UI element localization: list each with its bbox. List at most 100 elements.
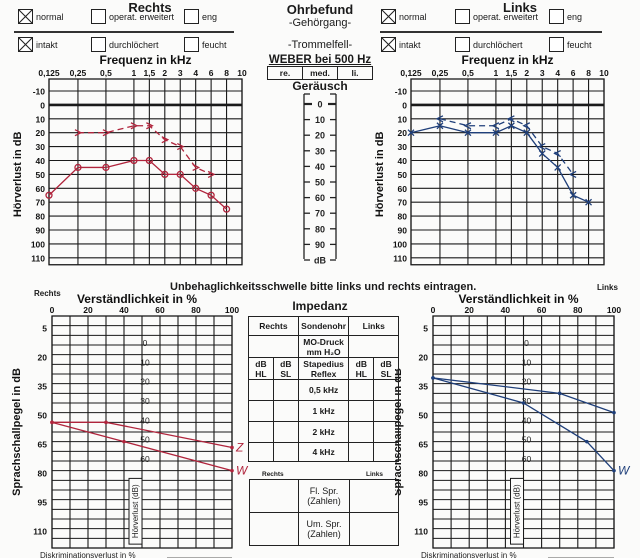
noise-tick-label: 20 [315, 131, 325, 141]
inner-scale-label: 30 [140, 396, 150, 406]
noise-tick-label: 0 [317, 100, 322, 110]
right-gehoergang-checkbox-1[interactable] [91, 9, 106, 24]
weber-option-li[interactable]: li. [351, 68, 359, 78]
speech-x-tick-label: 0 [50, 305, 55, 315]
speech-y-axis-title: Sprachschallpegel in dB [11, 368, 23, 496]
speech-x-tick-label: 100 [225, 305, 239, 315]
imp-cell[interactable] [348, 442, 375, 462]
imp-cell[interactable] [272, 379, 299, 401]
right-gehoergang-checkbox-2[interactable] [184, 9, 199, 24]
right-trommelfell-checkbox-1[interactable] [91, 37, 106, 52]
speech-x-tick-label: 40 [119, 305, 129, 315]
imp-cell[interactable] [348, 379, 375, 401]
left-trommelfell-checkbox-2[interactable] [549, 37, 564, 52]
speech-x-axis-title: Verständlichkeit in % [458, 292, 578, 306]
imp-freq-05: 0,5 kHz [297, 379, 350, 401]
imp-cell[interactable] [272, 442, 299, 462]
fl-spr-left-cell[interactable] [349, 479, 399, 513]
speech-x-tick-label: 80 [573, 305, 583, 315]
y-axis-title: Hörverlust in dB [12, 132, 24, 218]
speech-data-point [612, 468, 616, 473]
imp-cell[interactable] [248, 400, 274, 422]
right-gehoergang-checkbox-0[interactable] [18, 9, 33, 24]
geraeusch-title: Geräusch [292, 79, 348, 93]
noise-tick-label: 50 [315, 178, 325, 188]
imp-cell[interactable] [348, 400, 375, 422]
imp-mo-left-cell[interactable] [348, 335, 399, 358]
left-gehoergang-checkbox-2[interactable] [549, 9, 564, 24]
imp-cell[interactable] [248, 379, 274, 401]
imp-cell[interactable] [348, 421, 375, 443]
speech-number-table: Fl. Spr. (Zahlen) Um. Spr. (Zahlen) [249, 479, 399, 546]
y-tick-label: 100 [393, 239, 407, 249]
imp-cell[interactable] [373, 442, 399, 462]
right-trommelfell-checkbox-2[interactable] [184, 37, 199, 52]
series-line-luftleitung [410, 125, 589, 203]
noise-scale: 0 10 20 30 40 50 60 70 80 90 dB [303, 93, 337, 266]
inner-scale-label: 40 [140, 415, 150, 425]
imp-cell[interactable] [272, 421, 299, 443]
imp-cell[interactable] [373, 421, 399, 443]
data-point-air [45, 191, 53, 199]
frequency-axis-title: Frequenz in kHz [99, 55, 191, 67]
left-trommelfell-checkbox-0[interactable] [381, 37, 396, 52]
y-tick-label: 0 [40, 100, 45, 110]
imp-cell[interactable] [373, 400, 399, 422]
speech-data-point [585, 439, 589, 444]
speech-x-tick-label: 60 [537, 305, 547, 315]
y-tick-label: 10 [36, 114, 46, 124]
weber-title: WEBER bei 500 Hz [268, 54, 372, 66]
inner-scale-title: Hörverlust (dB) [131, 484, 140, 538]
speech-y-tick-label: 110 [33, 527, 47, 537]
speech-data-point [431, 376, 435, 380]
y-tick-label: 30 [398, 142, 408, 152]
x-tick-label: 1,5 [505, 68, 517, 78]
data-point-air [222, 205, 231, 213]
x-tick-label: 4 [555, 68, 560, 78]
left-trommelfell-checkbox-1[interactable] [455, 37, 470, 52]
data-point-air [492, 129, 500, 137]
imp-cell[interactable] [248, 442, 274, 462]
fl-spr-label: Fl. Spr. (Zahlen) [298, 479, 350, 513]
imp-cell[interactable] [272, 400, 299, 422]
speech-data-point [50, 420, 54, 425]
right-trommelfell-label-0: intakt [36, 40, 58, 50]
weber-option-re[interactable]: re. [268, 67, 303, 79]
um-spr-left-cell[interactable] [349, 512, 399, 546]
audiogram-left: Frequenz in kHz 0,125 0,25 0,5 1 1,5 2 3 4 6 8 10 -1… [374, 55, 609, 266]
noise-tick-label: dB [314, 256, 326, 266]
weber-option-med[interactable]: med. [303, 67, 338, 79]
y-tick-label: 10 [398, 114, 408, 124]
speech-mark-label: W [618, 464, 631, 478]
data-point-bone [192, 163, 201, 172]
y-axis-title: Hörverlust in dB [374, 132, 386, 218]
speech-y-tick-label: 50 [419, 411, 429, 421]
data-point-air [74, 163, 82, 172]
speech-x-tick-label: 100 [607, 305, 621, 315]
y-tick-label: 80 [36, 212, 46, 222]
x-tick-label: 10 [599, 68, 609, 78]
imp-cell[interactable] [373, 379, 399, 401]
x-tick-label: 0,125 [38, 68, 60, 78]
fl-spr-right-cell[interactable] [249, 479, 299, 513]
left-gehoergang-checkbox-1[interactable] [455, 9, 470, 24]
imp-header-links: Links [348, 316, 399, 336]
imp-cell[interactable] [248, 421, 274, 443]
noise-tick-label: 90 [315, 240, 325, 250]
speech-x-tick-label: 80 [191, 305, 201, 315]
speech-x-tick-label: 60 [155, 305, 165, 315]
speech-data-point [230, 445, 234, 450]
right-trommelfell-checkbox-0[interactable] [18, 37, 33, 52]
speech-data-point [230, 468, 234, 473]
noise-tick-label: 30 [315, 146, 325, 156]
x-tick-label: 8 [224, 68, 229, 78]
data-point-air [554, 163, 562, 171]
um-spr-right-cell[interactable] [249, 512, 299, 546]
left-gehoergang-checkbox-0[interactable] [381, 9, 396, 24]
data-point-bone [491, 122, 500, 130]
series-line-luftleitung [48, 159, 227, 210]
x-tick-label: 2 [162, 68, 167, 78]
inner-scale-label: 10 [522, 357, 532, 367]
imp-mo-right-cell[interactable] [248, 335, 299, 358]
data-point-bone [568, 170, 577, 178]
